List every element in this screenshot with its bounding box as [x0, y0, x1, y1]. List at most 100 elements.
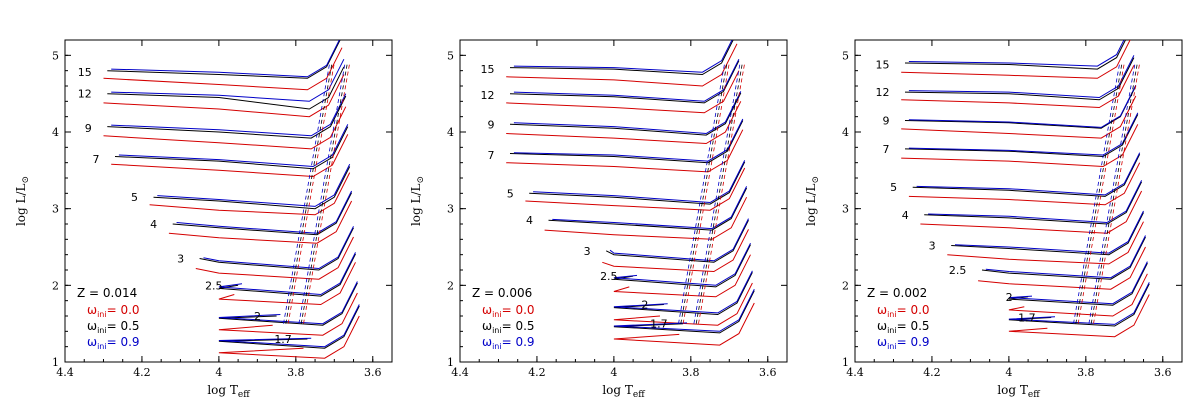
track-5-red [525, 167, 746, 211]
track-1.7-blue [1008, 282, 1150, 325]
boundary-line [300, 62, 348, 324]
boundary-line [1073, 62, 1121, 324]
mass-label: 15 [480, 63, 494, 76]
x-tick-label: 4.4 [56, 366, 74, 379]
y-tick-label: 1 [447, 356, 454, 369]
y-tick-label: 4 [842, 126, 849, 139]
mass-label: 3 [177, 253, 184, 266]
mass-label: 9 [882, 115, 889, 128]
track-3-red [602, 229, 749, 273]
metallicity-label: Z = 0.006 [472, 286, 532, 300]
y-axis-label: log L/L⊙ [14, 176, 31, 226]
mass-label: 5 [890, 181, 897, 194]
track-12-black [509, 60, 740, 104]
track-3-red [947, 221, 1144, 265]
legend-entry: ωini= 0.0 [877, 303, 930, 319]
track-2.5-red [218, 262, 356, 306]
track-2-blue [613, 270, 753, 314]
y-tick-label: 3 [842, 203, 849, 216]
track-5-blue [157, 163, 351, 207]
plot-frame [64, 39, 393, 363]
track-5-blue [533, 160, 746, 204]
mass-label: 2 [1006, 291, 1013, 304]
track-1.7-red [1008, 294, 1150, 338]
boundary-line [1093, 62, 1141, 324]
x-tick-label: 4.2 [923, 366, 941, 379]
track-4-red [168, 200, 353, 244]
track-7-red [506, 129, 744, 173]
legend-entry: ωini= 0.9 [877, 335, 930, 351]
boundary-line [695, 62, 743, 324]
x-tick-label: 3.6 [1154, 366, 1172, 379]
track-15-blue [908, 40, 1125, 67]
track-7-blue [513, 118, 744, 162]
track-9-red [506, 101, 742, 145]
track-3-black [605, 219, 749, 263]
track-12-blue [513, 58, 740, 102]
track-5-blue [916, 152, 1141, 196]
y-tick-label: 4 [52, 126, 59, 139]
track-2.5-blue [613, 242, 751, 286]
boundary-line [298, 62, 346, 324]
track-1.7-red [613, 302, 755, 346]
track-9-black [107, 95, 347, 139]
mass-label: 9 [85, 122, 92, 135]
track-2.5-red [978, 246, 1146, 290]
mass-label: 7 [882, 143, 889, 156]
x-tick-label: 3.8 [682, 366, 700, 379]
track-9-blue [111, 93, 347, 137]
track-4-blue [928, 180, 1143, 224]
track-2-red [1008, 273, 1148, 317]
mass-label: 2.5 [600, 270, 618, 283]
x-axis-label: log Teff [997, 383, 1040, 400]
boundary-line [698, 62, 746, 324]
track-2-blue [1008, 261, 1148, 305]
y-tick-label: 1 [842, 356, 849, 369]
legend-entry: ωini= 0.0 [482, 303, 535, 319]
mass-label: 4 [902, 209, 909, 222]
tracks [103, 40, 360, 359]
track-12-red [901, 65, 1135, 109]
track-15-blue [111, 40, 340, 78]
track-2-black [613, 272, 753, 316]
mass-label: 1.7 [1018, 312, 1036, 325]
track-4-black [172, 192, 353, 236]
track-3-blue [203, 226, 354, 270]
track-9-black [509, 92, 742, 136]
track-3-black [951, 212, 1144, 256]
mass-label: 12 [480, 89, 494, 102]
x-tick-label: 4.2 [133, 366, 151, 379]
mass-label: 4 [526, 214, 533, 227]
metallicity-label: Z = 0.002 [867, 286, 927, 300]
x-tick-label: 3.8 [287, 366, 305, 379]
track-9-red [901, 95, 1137, 139]
mass-label: 1.7 [650, 318, 668, 331]
boundary-line [1075, 62, 1123, 324]
boundary-line [1077, 62, 1125, 324]
y-axis-label: log L/L⊙ [804, 176, 821, 226]
tracks [901, 40, 1150, 338]
track-12-black [107, 66, 345, 110]
track-4-blue [552, 186, 748, 230]
y-tick-label: 5 [447, 49, 454, 62]
track-5-red [149, 172, 351, 216]
y-tick-label: 4 [447, 126, 454, 139]
track-12-red [506, 70, 740, 114]
track-9-red [103, 106, 347, 150]
x-axis-label: log Teff [602, 383, 645, 400]
track-5-black [153, 166, 351, 210]
boundary-line [678, 62, 726, 324]
plot-frame [854, 39, 1183, 363]
legend-entry: ωini= 0.5 [482, 319, 535, 335]
track-7-blue [118, 124, 349, 168]
y-tick-label: 3 [52, 203, 59, 216]
y-tick-label: 5 [842, 49, 849, 62]
mass-label: 4 [150, 218, 157, 231]
mass-label: 1.7 [274, 333, 292, 346]
track-12-black [904, 57, 1135, 101]
track-12-blue [111, 58, 345, 102]
